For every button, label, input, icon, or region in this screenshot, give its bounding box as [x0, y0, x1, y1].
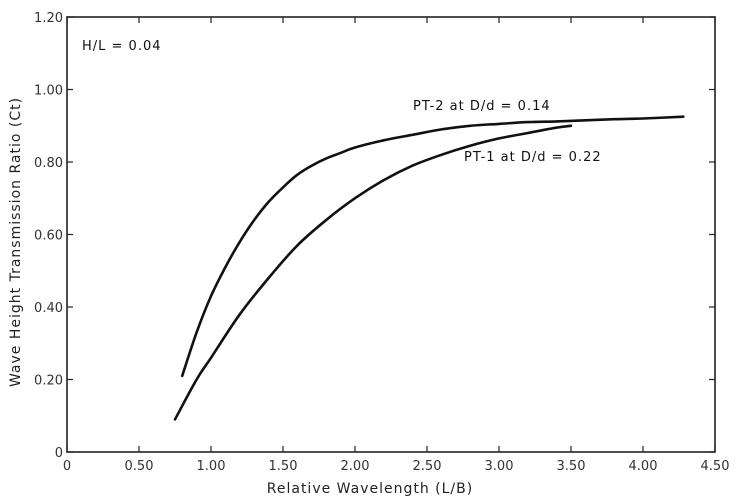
series-label-pt2: PT-2 at D/d = 0.14 — [413, 99, 551, 114]
x-tick-label: 0 — [63, 459, 71, 474]
series-label-pt1: PT-1 at D/d = 0.22 — [464, 150, 602, 165]
x-tick-label: 3.00 — [485, 459, 514, 474]
x-axis-label: Relative Wavelength (L/B) — [267, 481, 473, 497]
y-tick-label: 0.60 — [34, 229, 63, 244]
x-tick-label: 1.50 — [269, 459, 298, 474]
x-tick-label: 2.50 — [413, 459, 442, 474]
x-tick-label: 1.00 — [197, 459, 226, 474]
series-line-pt2 — [180, 115, 685, 378]
x-tick-label: 3.50 — [557, 459, 586, 474]
x-tick-label: 4.50 — [701, 459, 730, 474]
axis-ticks: 0 0.50 1.00 1.50 2.00 2.50 3.00 3.50 4.00 4.50 0 0.… — [34, 11, 729, 474]
plot-border — [66, 16, 716, 453]
y-axis-label: Wave Height Transmission Ratio (Ct) — [8, 97, 24, 387]
y-tick-label: 0.20 — [34, 374, 63, 389]
series-layer — [173, 115, 685, 421]
y-tick-label: 0.40 — [34, 301, 63, 316]
x-tick-label: 2.00 — [341, 459, 370, 474]
y-tick-label: 0 — [55, 446, 63, 461]
annotation-hl: H/L = 0.04 — [82, 39, 162, 54]
plot-frame — [66, 16, 716, 453]
x-tick-label: 0.50 — [125, 459, 154, 474]
y-tick-label: 1.20 — [34, 11, 63, 26]
series-line-pt1 — [173, 124, 573, 421]
x-tick-label: 4.00 — [629, 459, 658, 474]
y-tick-label: 1.00 — [34, 84, 63, 99]
y-tick-label: 0.80 — [34, 156, 63, 171]
